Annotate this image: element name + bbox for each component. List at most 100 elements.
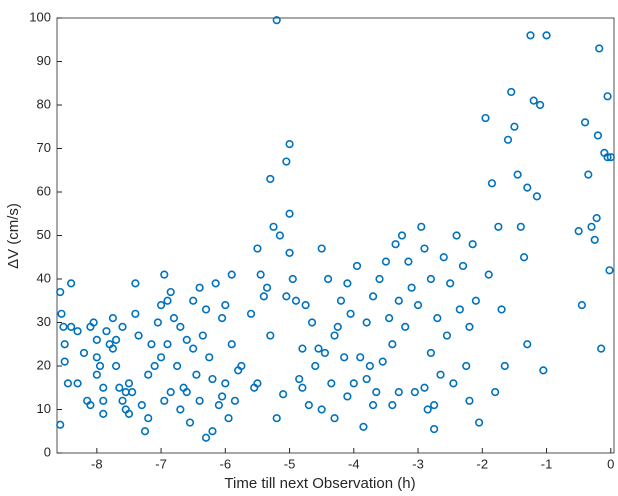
point <box>153 318 162 327</box>
point <box>73 327 82 336</box>
point <box>458 261 468 271</box>
x-tick-label: -4 <box>348 456 360 471</box>
y-tick-label: 80 <box>37 96 51 111</box>
point <box>182 335 191 345</box>
point <box>102 327 111 336</box>
x-tick-label: -5 <box>284 456 296 471</box>
point <box>526 31 535 40</box>
point <box>346 309 355 318</box>
point <box>285 209 294 218</box>
point <box>301 301 310 310</box>
point <box>166 388 175 397</box>
point <box>442 331 452 340</box>
point <box>462 361 471 371</box>
point <box>221 379 230 388</box>
point <box>163 296 172 305</box>
point <box>147 340 156 349</box>
point <box>597 344 606 353</box>
point <box>227 270 236 279</box>
point <box>272 16 281 25</box>
point <box>59 322 68 331</box>
point <box>394 296 403 305</box>
point <box>176 405 185 414</box>
point <box>201 305 211 314</box>
point <box>574 227 583 236</box>
point <box>160 396 169 405</box>
point <box>401 322 410 331</box>
point <box>580 118 590 127</box>
point <box>221 301 230 310</box>
point <box>417 222 426 231</box>
point <box>365 361 374 371</box>
point <box>156 353 166 362</box>
point <box>262 283 272 292</box>
point <box>259 292 268 301</box>
point <box>474 418 484 427</box>
point <box>166 287 175 297</box>
point <box>60 357 69 366</box>
point <box>144 370 153 379</box>
point <box>86 401 95 410</box>
point <box>388 340 397 349</box>
point <box>118 396 127 405</box>
point <box>99 383 108 392</box>
point <box>449 379 458 388</box>
point <box>378 357 387 366</box>
y-tick-label: 0 <box>44 444 51 459</box>
point <box>92 335 101 345</box>
point <box>282 157 291 166</box>
point <box>173 361 182 371</box>
point <box>471 296 480 305</box>
point <box>182 388 191 397</box>
point <box>56 287 65 297</box>
point <box>275 231 285 240</box>
point <box>420 383 429 392</box>
x-tick-label: 0 <box>607 456 614 471</box>
point <box>288 274 297 284</box>
point <box>256 270 265 279</box>
point <box>503 135 513 144</box>
x-axis-label: Time till next Observation (h) <box>224 475 415 492</box>
x-tick-label: -8 <box>91 456 103 471</box>
point <box>266 331 275 340</box>
point <box>272 414 281 423</box>
point <box>394 388 403 397</box>
point <box>592 214 601 223</box>
point <box>73 379 82 388</box>
point <box>465 396 474 405</box>
point <box>426 274 436 284</box>
point <box>67 322 76 331</box>
point <box>304 401 313 410</box>
point <box>298 383 307 392</box>
point <box>491 388 500 397</box>
point <box>124 379 134 388</box>
point <box>285 248 294 257</box>
point <box>343 279 352 288</box>
point <box>137 401 146 410</box>
x-tick-label: -3 <box>412 456 424 471</box>
point <box>285 140 294 149</box>
point <box>57 309 66 318</box>
point <box>603 153 612 162</box>
point <box>388 401 397 410</box>
point <box>269 222 278 231</box>
point <box>413 301 423 310</box>
point <box>79 348 89 358</box>
point <box>56 420 65 429</box>
point <box>298 344 307 353</box>
point <box>163 340 172 349</box>
x-tick-label: -7 <box>155 456 167 471</box>
point <box>295 374 304 384</box>
point <box>362 318 371 327</box>
point <box>320 348 329 358</box>
point <box>192 370 201 379</box>
point <box>336 296 346 305</box>
x-tick-label: -1 <box>541 456 553 471</box>
point <box>439 253 448 262</box>
point <box>208 427 217 436</box>
point <box>359 422 368 432</box>
point <box>99 396 108 405</box>
point <box>112 361 121 371</box>
point <box>487 179 497 188</box>
y-tick-label: 40 <box>37 270 51 285</box>
